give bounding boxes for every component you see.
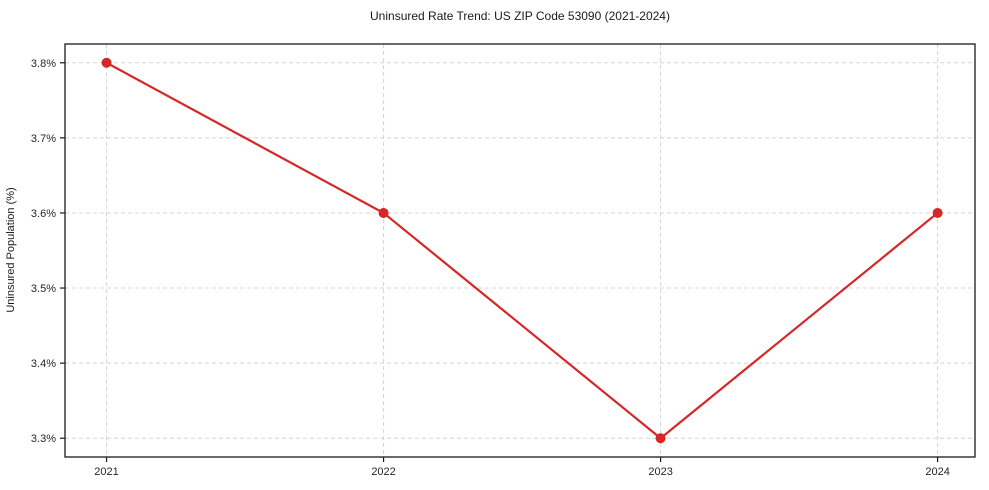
y-tick-label: 3.7% [31,133,56,145]
trend-line [105,61,939,440]
tick-layer [60,62,939,462]
data-point-marker [378,207,389,218]
x-tick-label: 2023 [648,466,672,478]
data-point-marker [932,207,943,218]
y-tick-label: 3.4% [31,358,56,370]
chart-title: Uninsured Rate Trend: US ZIP Code 53090 … [370,9,670,23]
y-axis-label: Uninsured Population (%) [5,187,17,312]
y-tick-label: 3.3% [31,433,56,445]
y-tick-label: 3.8% [31,58,56,70]
x-tick-label: 2022 [371,466,395,478]
x-tick-label: 2021 [94,466,118,478]
frame-layer [64,43,976,458]
grid-layer [65,44,975,457]
y-tick-label: 3.6% [31,208,56,220]
x-tick-label: 2024 [925,466,949,478]
tick-label-layer: 2021 2022 2023 2024 3.3% 3.4% 3.5% 3.6% 3.7% 3.8% [31,58,950,478]
data-point-marker [101,57,112,68]
data-point-marker [655,433,666,444]
plot-border [64,43,976,458]
data-layer [101,57,943,444]
y-tick-label: 3.5% [31,283,56,295]
